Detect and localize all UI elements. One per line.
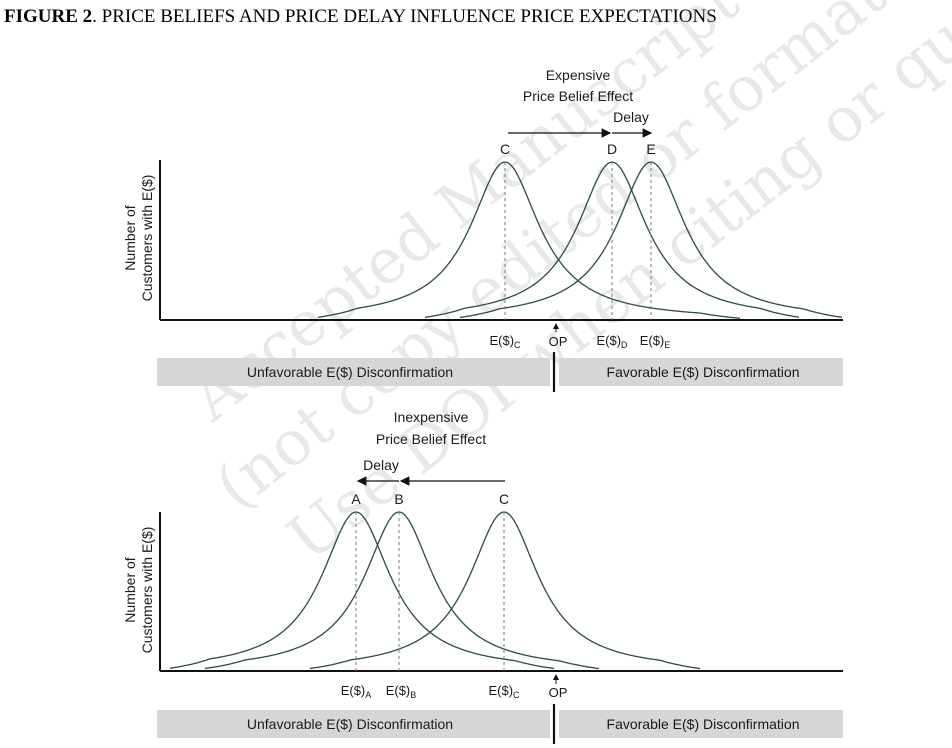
unfavorable-band-label: Unfavorable E($) Disconfirmation bbox=[247, 364, 453, 380]
y-axis-label-line-1: Number of bbox=[122, 205, 138, 270]
op-label: OP bbox=[549, 334, 568, 349]
favorable-band-label: Favorable E($) Disconfirmation bbox=[607, 716, 800, 732]
figure-number: FIGURE 2 bbox=[4, 6, 93, 27]
curve-b bbox=[204, 511, 600, 670]
curve-a bbox=[169, 511, 555, 670]
effect-label-line-1: Inexpensive bbox=[394, 409, 469, 425]
figure-title-text: . PRICE BELIEFS AND PRICE DELAY INFLUENC… bbox=[92, 6, 717, 27]
x-tick-a: E($)A bbox=[341, 683, 372, 700]
curve-c bbox=[309, 511, 701, 670]
favorable-band-label: Favorable E($) Disconfirmation bbox=[607, 364, 800, 380]
y-axis-label-line-2: Customers with E($) bbox=[139, 175, 155, 302]
x-tick-b: E($)B bbox=[386, 683, 417, 700]
curve-label-e: E bbox=[646, 141, 655, 157]
favorable-band bbox=[559, 710, 843, 738]
favorable-band bbox=[559, 358, 843, 386]
effect-label-line-2: Price Belief Effect bbox=[376, 431, 486, 447]
unfavorable-band bbox=[157, 358, 550, 386]
unfavorable-band bbox=[157, 710, 550, 738]
curve-label-c: C bbox=[500, 141, 510, 157]
delay-label: Delay bbox=[363, 457, 399, 473]
y-axis-label-line-1: Number of bbox=[122, 557, 138, 622]
curve-label-c: C bbox=[499, 491, 509, 507]
unfavorable-band-label: Unfavorable E($) Disconfirmation bbox=[247, 716, 453, 732]
curve-label-d: D bbox=[607, 141, 617, 157]
curve-c bbox=[317, 161, 741, 319]
effect-label-line-2: Price Belief Effect bbox=[523, 88, 633, 104]
x-tick-e: E($)E bbox=[640, 333, 671, 350]
op-label: OP bbox=[549, 685, 568, 700]
effect-label-line-1: Expensive bbox=[546, 67, 611, 83]
curve-label-b: B bbox=[394, 491, 403, 507]
y-axis-label-line-2: Customers with E($) bbox=[139, 527, 155, 654]
panel-inexpensive: Number of Customers with E($) A B C Inex… bbox=[122, 409, 843, 744]
figure-title: FIGURE 2. PRICE BELIEFS AND PRICE DELAY … bbox=[4, 6, 717, 28]
x-tick-d: E($)D bbox=[596, 333, 628, 350]
panel-expensive: Number of Customers with E($) C D E Expe… bbox=[122, 67, 843, 392]
delay-label: Delay bbox=[613, 109, 649, 125]
x-tick-c: E($)C bbox=[488, 683, 520, 700]
x-tick-c: E($)C bbox=[489, 333, 521, 350]
curve-label-a: A bbox=[351, 491, 361, 507]
